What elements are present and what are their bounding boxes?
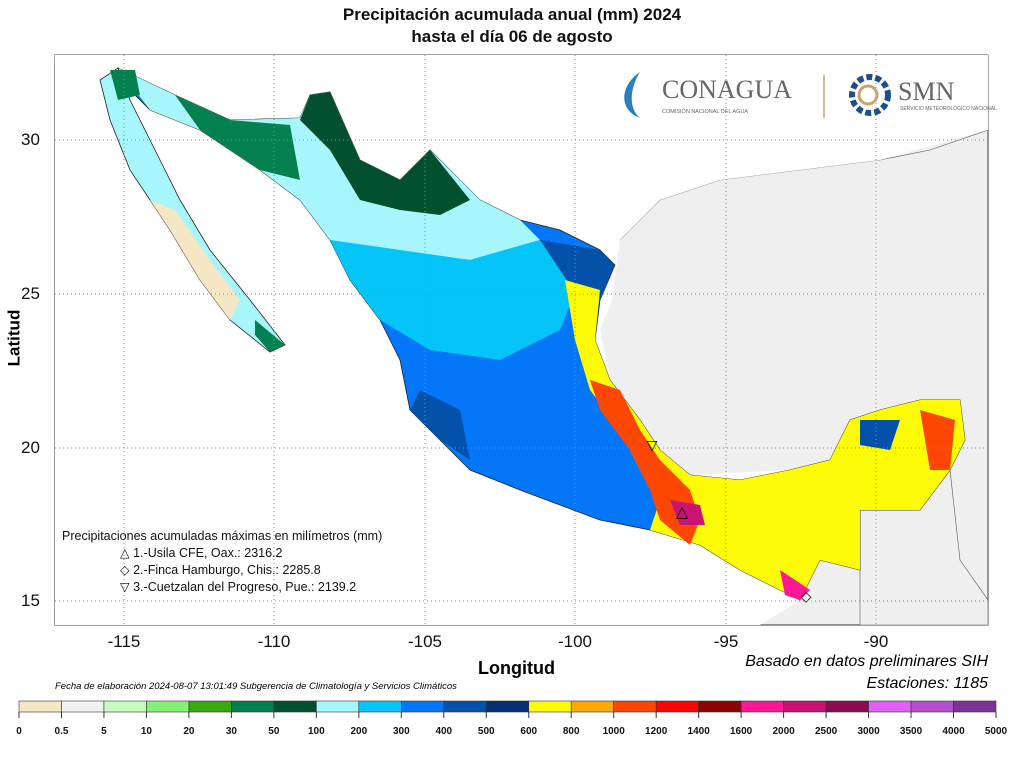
colorbar-swatch xyxy=(188,700,232,713)
colorbar-swatch xyxy=(528,700,572,713)
svg-text:CONAGUA: CONAGUA xyxy=(662,75,792,104)
colorbar-label: 10 xyxy=(140,726,152,737)
region-yucatan-east xyxy=(920,410,955,470)
colorbar-label: 600 xyxy=(520,726,538,737)
colorbar-swatch xyxy=(825,700,869,713)
colorbar-swatch xyxy=(61,700,105,713)
elaboration-date: Fecha de elaboración 2024-08-07 13:01:49… xyxy=(55,681,457,692)
colorbar xyxy=(18,700,997,718)
max-stations-legend: Precipitaciones acumuladas máximas en mi… xyxy=(62,528,382,596)
y-tick-15: 15 xyxy=(21,591,40,610)
colorbar-label: 30 xyxy=(225,726,237,737)
colorbar-label: 1000 xyxy=(602,726,625,737)
station-2: ◇ 2.-Finca Hamburgo, Chis.: 2285.8 xyxy=(120,563,321,577)
colorbar-swatch xyxy=(613,700,657,713)
colorbar-swatch xyxy=(18,700,62,713)
smn-logo: SMN SERVICIO METEOROLÓGICO NACIONAL xyxy=(849,74,997,116)
colorbar-swatch xyxy=(783,700,827,713)
station-count: Estaciones: 1185 xyxy=(866,675,988,692)
colorbar-label: 2000 xyxy=(772,726,795,737)
colorbar-label: 200 xyxy=(350,726,368,737)
station-1-triangle-icon: △ xyxy=(676,504,689,521)
colorbar-label: 1200 xyxy=(645,726,668,737)
baja-north-green xyxy=(110,70,140,100)
colorbar-label: 50 xyxy=(268,726,280,737)
colorbar-swatch xyxy=(103,700,147,713)
region-tamaulipas xyxy=(540,240,615,300)
y-tick-20: 20 xyxy=(21,438,40,457)
svg-text:COMISIÓN NACIONAL DEL AGUA: COMISIÓN NACIONAL DEL AGUA xyxy=(662,108,748,115)
colorbar-label: 4000 xyxy=(942,726,965,737)
y-axis-label: Latitud xyxy=(4,309,24,367)
colorbar-label: 100 xyxy=(308,726,325,737)
colorbar-label: 2500 xyxy=(814,726,838,737)
colorbar-swatch xyxy=(401,700,445,713)
colorbar-swatch xyxy=(358,700,402,713)
data-source: Basado en datos preliminares SIH xyxy=(745,653,988,670)
colorbar-label: 300 xyxy=(392,726,410,737)
colorbar-label: 20 xyxy=(183,726,195,737)
baja-cape-green xyxy=(255,320,285,352)
svg-text:SMN: SMN xyxy=(898,77,955,106)
x-axis-label: Longitud xyxy=(478,658,555,678)
colorbar-label: 5000 xyxy=(984,726,1008,737)
colorbar-label: 1400 xyxy=(687,726,710,737)
colorbar-swatch xyxy=(953,700,997,713)
region-yucatan-blue xyxy=(860,420,900,450)
colorbar-swatch xyxy=(740,700,784,713)
colorbar-label: 800 xyxy=(562,726,580,737)
colorbar-label: 0.5 xyxy=(54,726,69,737)
station-3-inverted-triangle-icon: ▽ xyxy=(647,437,658,453)
region-max-oaxaca xyxy=(670,500,705,525)
colorbar-swatch xyxy=(868,700,912,713)
region-max-chiapas xyxy=(780,570,810,600)
max-stations-heading: Precipitaciones acumuladas máximas en mi… xyxy=(62,529,383,543)
x-tick--90: -90 xyxy=(863,632,889,651)
colorbar-label: 3500 xyxy=(899,726,923,737)
colorbar-label: 400 xyxy=(435,726,453,737)
x-tick--100: -100 xyxy=(557,632,593,651)
colorbar-swatch xyxy=(910,700,954,713)
map-title: Precipitación acumulada anual (mm) 2024 xyxy=(342,5,682,24)
colorbar-swatch xyxy=(231,700,275,713)
baja-california xyxy=(99,67,286,353)
map-subtitle: hasta el día 06 de agosto xyxy=(411,27,613,46)
region-chihuahua-wet xyxy=(300,92,470,215)
colorbar-swatch xyxy=(698,700,742,713)
baja-dry xyxy=(150,200,240,320)
x-tick--110: -110 xyxy=(257,632,291,651)
colorbar-swatch xyxy=(273,700,317,713)
colorbar-swatch xyxy=(316,700,360,713)
region-center-north xyxy=(330,240,580,360)
station-2-diamond-icon: ◇ xyxy=(801,588,812,604)
x-tick--115: -115 xyxy=(107,632,141,651)
grid xyxy=(55,55,988,625)
colorbar-label: 0 xyxy=(16,726,22,737)
x-tick--105: -105 xyxy=(407,632,443,651)
y-tick-30: 30 xyxy=(21,130,40,149)
y-tick-25: 25 xyxy=(21,284,40,303)
region-sonora xyxy=(175,95,300,180)
colorbar-label: 500 xyxy=(477,726,495,737)
colorbar-label: 1600 xyxy=(730,726,753,737)
station-3: ▽ 3.-Cuetzalan del Progreso, Pue.: 2139.… xyxy=(120,580,357,594)
colorbar-swatch xyxy=(570,700,614,713)
colorbar-swatch xyxy=(655,700,699,713)
station-1: △ 1.-Usila CFE, Oax.: 2316.2 xyxy=(120,546,283,560)
x-tick--95: -95 xyxy=(713,632,739,651)
colorbar-label: 3000 xyxy=(857,726,880,737)
colorbar-swatch xyxy=(485,700,530,713)
colorbar-label: 5 xyxy=(101,726,107,737)
svg-text:SERVICIO METEOROLÓGICO NACIONA: SERVICIO METEOROLÓGICO NACIONAL xyxy=(900,105,997,112)
colorbar-swatch xyxy=(146,700,190,713)
conagua-logo: CONAGUA COMISIÓN NACIONAL DEL AGUA xyxy=(624,72,792,118)
colorbar-swatch xyxy=(443,700,487,713)
